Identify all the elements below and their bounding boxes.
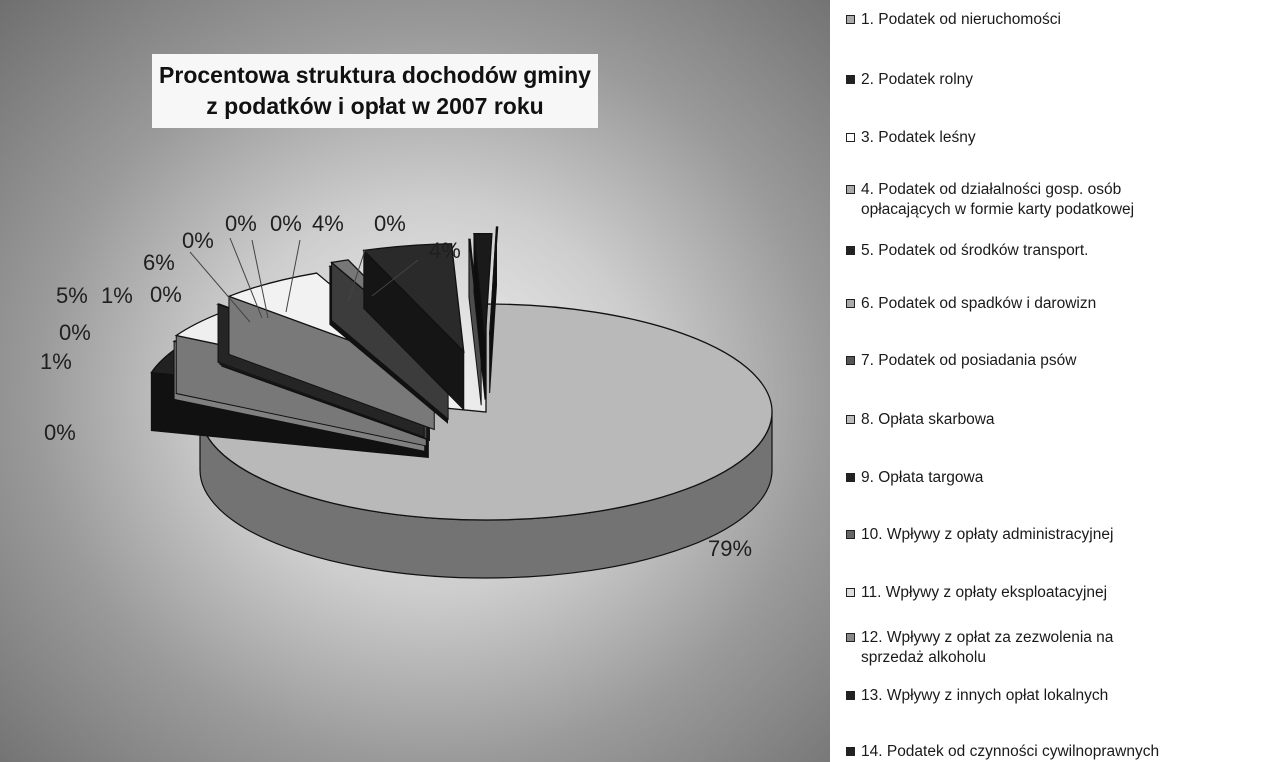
legend-label-line: 3. Podatek leśny	[861, 128, 1251, 148]
legend-label-13: 13. Wpływy z innych opłat lokalnych	[861, 686, 1251, 706]
legend-label-line: 5. Podatek od środków transport.	[861, 241, 1251, 261]
slice-label-3: 0%	[374, 211, 406, 236]
legend-label-line: 9. Opłata targowa	[861, 468, 1251, 488]
legend-swatch-3	[846, 133, 855, 142]
legend-label-line: 4. Podatek od działalności gosp. osób	[861, 180, 1251, 200]
chart-title-line-2: z podatków i opłat w 2007 roku	[159, 91, 591, 122]
legend-item-14: 14. Podatek od czynności cywilnoprawnych	[846, 742, 1251, 762]
legend-item-10: 10. Wpływy z opłaty administracyjnej	[846, 525, 1251, 545]
legend-label-line: opłacających w formie karty podatkowej	[861, 200, 1251, 220]
legend-swatch-1	[846, 15, 855, 24]
legend-label-9: 9. Opłata targowa	[861, 468, 1251, 488]
legend-label-7: 7. Podatek od posiadania psów	[861, 351, 1251, 371]
legend-item-2: 2. Podatek rolny	[846, 70, 1251, 90]
legend-label-14: 14. Podatek od czynności cywilnoprawnych	[861, 742, 1251, 762]
legend-item-12: 12. Wpływy z opłat za zezwolenia na sprze…	[846, 628, 1251, 668]
slice-label-13: 1%	[40, 349, 72, 374]
legend-label-line: 11. Wpływy z opłaty eksploatacyjnej	[861, 583, 1251, 603]
legend-item-4: 4. Podatek od działalności gosp. osób opł…	[846, 180, 1251, 220]
legend-swatch-8	[846, 415, 855, 424]
legend-swatch-4	[846, 185, 855, 194]
legend-swatch-13	[846, 691, 855, 700]
legend-label-6: 6. Podatek od spadków i darowizn	[861, 294, 1251, 314]
legend-swatch-14	[846, 747, 855, 756]
legend-label-10: 10. Wpływy z opłaty administracyjnej	[861, 525, 1251, 545]
legend-swatch-6	[846, 299, 855, 308]
legend-swatch-9	[846, 473, 855, 482]
legend-item-13: 13. Wpływy z innych opłat lokalnych	[846, 686, 1251, 706]
legend-label-2: 2. Podatek rolny	[861, 70, 1251, 90]
legend-item-1: 1. Podatek od nieruchomości	[846, 10, 1251, 30]
slice-label-2: 4%	[429, 238, 461, 263]
legend-label-line: 8. Opłata skarbowa	[861, 410, 1251, 430]
legend-label-line: 10. Wpływy z opłaty administracyjnej	[861, 525, 1251, 545]
legend-label-line: 2. Podatek rolny	[861, 70, 1251, 90]
slice-label-11: 5%	[56, 283, 88, 308]
legend-item-9: 9. Opłata targowa	[846, 468, 1251, 488]
legend-swatch-5	[846, 246, 855, 255]
slice-label-6: 0%	[225, 211, 257, 236]
legend-label-line: 14. Podatek od czynności cywilnoprawnych	[861, 742, 1251, 762]
slice-label-5: 0%	[270, 211, 302, 236]
slice-label-7: 0%	[182, 228, 214, 253]
legend-label-line: 12. Wpływy z opłat za zezwolenia na	[861, 628, 1251, 648]
legend-item-8: 8. Opłata skarbowa	[846, 410, 1251, 430]
slice-label-9: 0%	[150, 282, 182, 307]
legend-item-5: 5. Podatek od środków transport.	[846, 241, 1251, 261]
legend-item-11: 11. Wpływy z opłaty eksploatacyjnej	[846, 583, 1251, 603]
chart-area: 79% 4% 0% 4% 0% 0% 0% 6% 0% 1% 5% 0% 1% 0% Procentowa…	[0, 0, 830, 762]
legend-label-12: 12. Wpływy z opłat za zezwolenia na sprze…	[861, 628, 1251, 668]
legend-swatch-7	[846, 356, 855, 365]
legend-swatch-11	[846, 588, 855, 597]
slice-label-12: 0%	[59, 320, 91, 345]
chart-legend: 1. Podatek od nieruchomości 2. Podatek ro…	[846, 0, 1261, 762]
chart-title: Procentowa struktura dochodów gminy z po…	[152, 54, 598, 128]
legend-label-line: 1. Podatek od nieruchomości	[861, 10, 1251, 30]
legend-label-line: sprzedaż alkoholu	[861, 648, 1251, 668]
chart-title-line-1: Procentowa struktura dochodów gminy	[159, 60, 591, 91]
legend-swatch-10	[846, 530, 855, 539]
slice-label-4: 4%	[312, 211, 344, 236]
slice-label-10: 1%	[101, 283, 133, 308]
legend-label-5: 5. Podatek od środków transport.	[861, 241, 1251, 261]
slice-label-14: 0%	[44, 420, 76, 445]
legend-swatch-2	[846, 75, 855, 84]
legend-item-7: 7. Podatek od posiadania psów	[846, 351, 1251, 371]
legend-label-line: 7. Podatek od posiadania psów	[861, 351, 1251, 371]
legend-label-8: 8. Opłata skarbowa	[861, 410, 1251, 430]
legend-label-11: 11. Wpływy z opłaty eksploatacyjnej	[861, 583, 1251, 603]
legend-item-6: 6. Podatek od spadków i darowizn	[846, 294, 1251, 314]
legend-label-1: 1. Podatek od nieruchomości	[861, 10, 1251, 30]
slice-label-8: 6%	[143, 250, 175, 275]
legend-item-3: 3. Podatek leśny	[846, 128, 1251, 148]
legend-label-4: 4. Podatek od działalności gosp. osób opł…	[861, 180, 1251, 220]
legend-label-3: 3. Podatek leśny	[861, 128, 1251, 148]
legend-swatch-12	[846, 633, 855, 642]
legend-label-line: 13. Wpływy z innych opłat lokalnych	[861, 686, 1251, 706]
legend-label-line: 6. Podatek od spadków i darowizn	[861, 294, 1251, 314]
slice-label-1: 79%	[708, 536, 752, 561]
